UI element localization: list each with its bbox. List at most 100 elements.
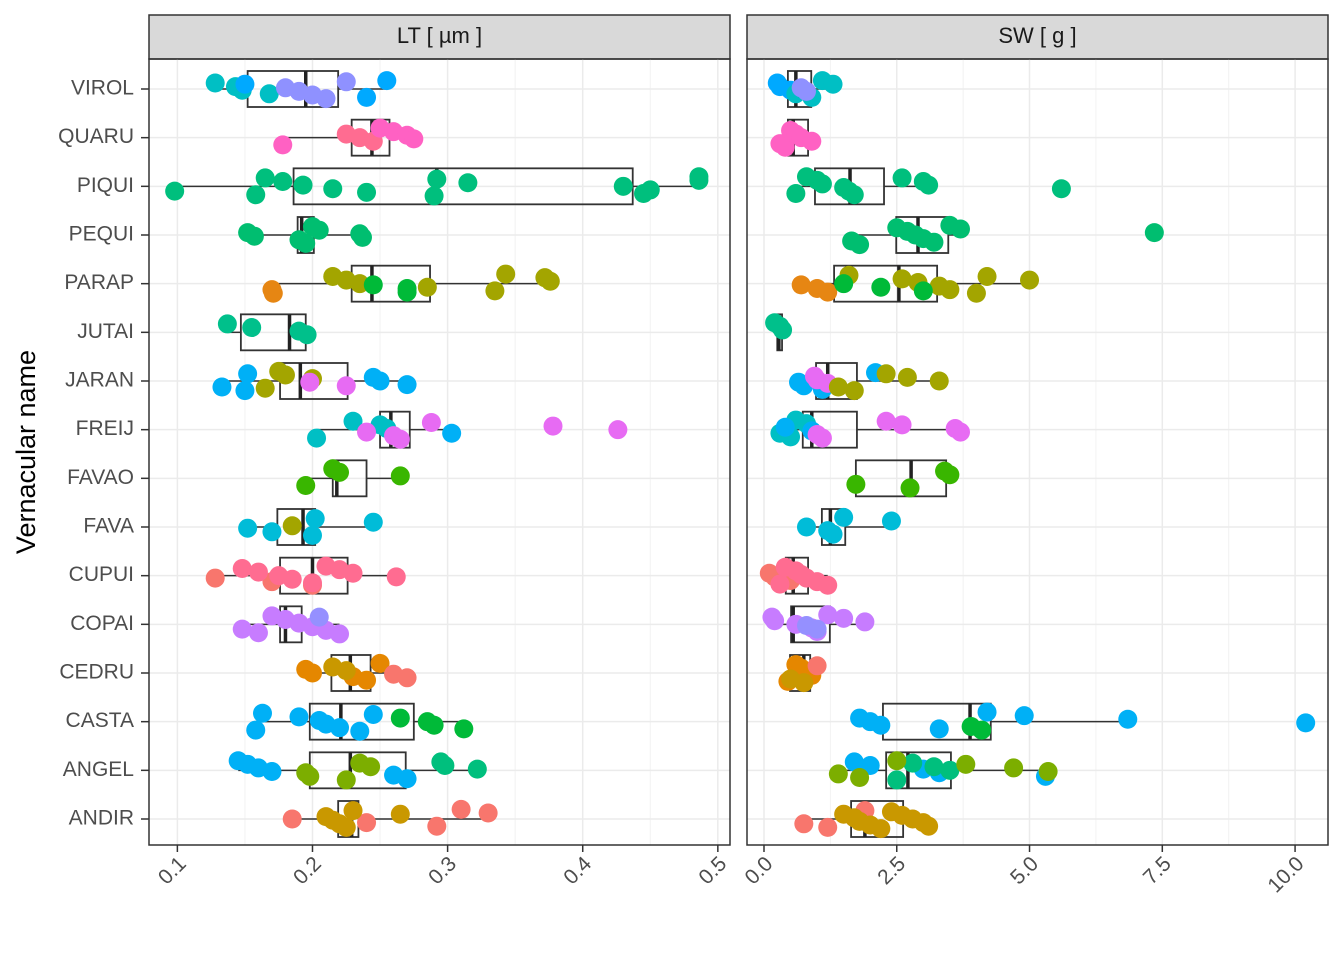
point	[289, 707, 309, 727]
point	[232, 558, 252, 578]
point	[689, 170, 709, 190]
point	[165, 181, 185, 201]
point	[232, 619, 252, 639]
point	[956, 754, 976, 774]
point	[255, 168, 275, 188]
point	[370, 653, 390, 673]
point	[834, 608, 854, 628]
point	[293, 175, 313, 195]
point	[282, 516, 302, 536]
point	[343, 801, 363, 821]
point	[350, 721, 370, 741]
point	[302, 525, 322, 545]
point	[940, 760, 960, 780]
point	[846, 474, 866, 494]
point	[791, 275, 811, 295]
point	[828, 377, 848, 397]
point	[259, 84, 279, 104]
point	[834, 507, 854, 527]
point	[786, 184, 806, 204]
x-tick-label: 0.2	[289, 852, 326, 889]
point	[972, 720, 992, 740]
point	[246, 720, 266, 740]
point	[297, 325, 317, 345]
y-tick-label: CASTA	[66, 709, 134, 732]
point	[330, 718, 350, 738]
point	[1051, 179, 1071, 199]
x-tick-label: 0.0	[741, 852, 778, 889]
point	[834, 274, 854, 294]
point	[357, 670, 377, 690]
x-tick-label: 7.5	[1139, 852, 1176, 889]
point	[248, 562, 268, 582]
point	[343, 411, 363, 431]
panel-border	[746, 58, 1329, 846]
point	[282, 809, 302, 829]
point	[397, 375, 417, 395]
point	[876, 364, 896, 384]
point	[442, 423, 462, 443]
point	[929, 719, 949, 739]
point	[844, 752, 864, 772]
point	[802, 131, 822, 151]
y-tick-label: CUPUI	[69, 563, 134, 586]
point	[212, 377, 232, 397]
point	[773, 320, 793, 340]
point	[478, 803, 498, 823]
point	[818, 282, 838, 302]
point	[307, 428, 327, 448]
point	[357, 422, 377, 442]
point	[818, 605, 838, 625]
point	[235, 74, 255, 94]
point	[770, 574, 790, 594]
point	[302, 573, 322, 593]
point	[966, 283, 986, 303]
point	[435, 756, 455, 776]
point	[370, 371, 390, 391]
point	[217, 314, 237, 334]
x-tick-label: 5.0	[1006, 852, 1043, 889]
point	[244, 226, 264, 246]
point	[252, 703, 272, 723]
point	[940, 280, 960, 300]
point	[397, 769, 417, 789]
point	[357, 182, 377, 202]
point	[1118, 709, 1138, 729]
y-tick-label: FAVA	[83, 515, 134, 538]
point	[812, 428, 832, 448]
point	[608, 420, 628, 440]
point	[427, 816, 447, 836]
point	[812, 174, 832, 194]
point	[903, 753, 923, 773]
point	[424, 186, 444, 206]
point	[386, 567, 406, 587]
point	[330, 462, 350, 482]
point	[361, 757, 381, 777]
point	[540, 271, 560, 291]
point	[871, 819, 891, 839]
point	[343, 563, 363, 583]
point	[357, 87, 377, 107]
y-tick-label: FREIJ	[76, 417, 134, 440]
point	[796, 81, 816, 101]
y-tick-label: FAVAO	[67, 466, 134, 489]
point	[807, 619, 827, 639]
point	[363, 512, 383, 532]
point	[924, 232, 944, 252]
point	[496, 264, 516, 284]
point	[1020, 270, 1040, 290]
point	[1004, 758, 1024, 778]
point	[238, 518, 258, 538]
point	[775, 417, 795, 437]
panel-title: SW [ g ]	[998, 23, 1076, 48]
y-tick-label: PIQUI	[77, 174, 134, 197]
point	[263, 283, 283, 303]
point	[397, 282, 417, 302]
y-tick-label: ANDIR	[69, 807, 134, 830]
x-tick-label: 2.5	[873, 852, 910, 889]
point	[336, 661, 356, 681]
point	[613, 176, 633, 196]
point	[238, 364, 258, 384]
point	[427, 169, 447, 189]
